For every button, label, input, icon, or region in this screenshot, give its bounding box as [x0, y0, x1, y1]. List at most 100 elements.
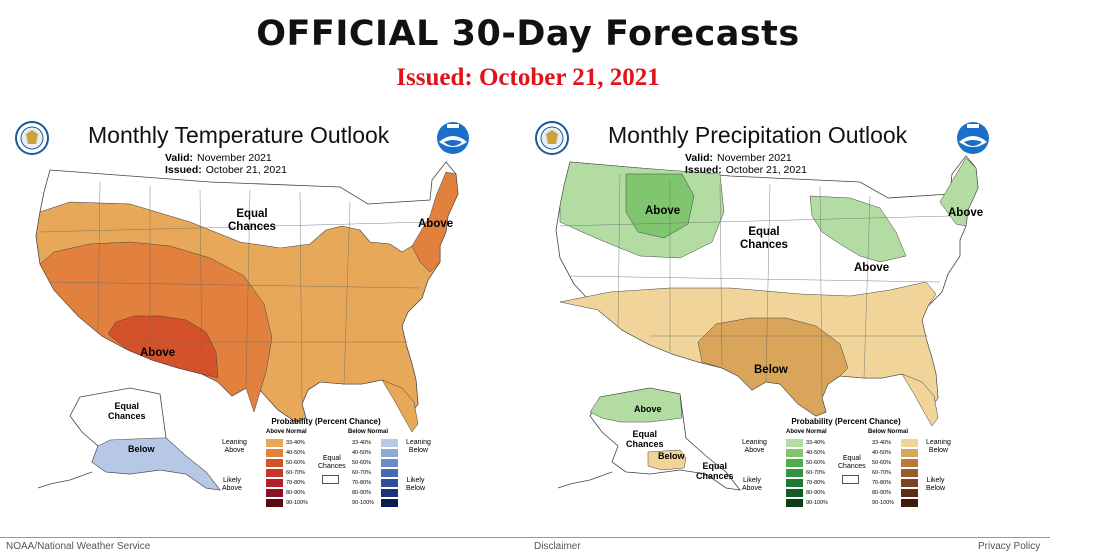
swatch-below-4: [381, 469, 398, 477]
legend-range-above-3: 50-60%: [286, 460, 305, 466]
legend-range-above-6: 80-90%: [286, 490, 305, 496]
swatch-above-3: [266, 459, 283, 467]
precipitation-legend: Probability (Percent Chance) Above Norma…: [742, 417, 1006, 525]
legend-above-header: Above Normal: [786, 429, 827, 435]
noaa-logo-icon: [437, 122, 469, 154]
legend-title: Probability (Percent Chance): [271, 417, 381, 426]
legend-range-below-5: 70-80%: [872, 480, 891, 486]
precipitation-valid: Valid: November 2021: [685, 152, 792, 164]
legend-equal-chances: Equal Chances: [838, 455, 866, 470]
legend-range-below-3: 50-60%: [872, 460, 891, 466]
doc-seal-icon: [15, 121, 49, 155]
legend-range-above-4: 60-70%: [286, 470, 305, 476]
label-equal-chances-center: Equal Chances: [740, 226, 788, 251]
label-above-new-england: Above: [948, 207, 984, 219]
swatch-below-4: [901, 469, 918, 477]
legend-range-above-5: 70-80%: [806, 480, 825, 486]
legend-range-below-2: 40-50%: [872, 450, 891, 456]
legend-range-above-1: 33-40%: [286, 440, 305, 446]
label-below-south: Below: [754, 364, 788, 376]
legend-leaning-above: Leaning Above: [742, 439, 767, 454]
legend-range-above-3: 50-60%: [806, 460, 825, 466]
label-equal-chances-north: Equal Chances: [228, 208, 276, 233]
legend-equal-box: [842, 475, 859, 484]
swatch-below-3: [901, 459, 918, 467]
swatch-above-2: [266, 449, 283, 457]
swatch-below-5: [381, 479, 398, 487]
temperature-title: Monthly Temperature Outlook: [88, 122, 390, 148]
legend-equal-chances: Equal Chances: [318, 455, 346, 470]
temperature-issued: Issued: October 21, 2021: [165, 164, 287, 176]
swatch-above-6: [786, 489, 803, 497]
state-lines: [559, 173, 951, 397]
swatch-above-7: [786, 499, 803, 507]
footer-nws-link[interactable]: NOAA/National Weather Service: [6, 541, 151, 552]
legend-range-below-6: 80-90%: [872, 490, 891, 496]
label-above-northwest: Above: [645, 205, 681, 217]
issued-date: Issued: October 21, 2021: [396, 64, 660, 91]
legend-range-above-6: 80-90%: [806, 490, 825, 496]
legend-range-below-2: 40-50%: [352, 450, 371, 456]
legend-range-below-7: 90-100%: [872, 500, 895, 506]
legend-range-below-1: 33-40%: [352, 440, 371, 446]
legend-range-above-5: 70-80%: [286, 480, 305, 486]
legend-above-header: Above Normal: [266, 429, 307, 435]
swatch-above-7: [266, 499, 283, 507]
legend-likely-below: Likely Below: [926, 477, 946, 492]
legend-below-header: Below Normal: [868, 429, 909, 435]
label-equal-chances-alaska: Equal Chances: [626, 429, 664, 449]
swatch-above-5: [266, 479, 283, 487]
legend-likely-above: Likely Above: [222, 477, 242, 492]
swatch-below-7: [901, 499, 918, 507]
swatch-below-2: [381, 449, 398, 457]
swatch-above-2: [786, 449, 803, 457]
legend-likely-above: Likely Above: [742, 477, 762, 492]
label-equal-chances-alaska: Equal Chances: [108, 401, 146, 421]
label-above-southwest: Above: [140, 347, 176, 359]
swatch-above-5: [786, 479, 803, 487]
swatch-below-1: [901, 439, 918, 447]
swatch-below-6: [901, 489, 918, 497]
footer-privacy-link[interactable]: Privacy Policy: [978, 541, 1041, 552]
swatch-below-1: [381, 439, 398, 447]
swatch-below-7: [381, 499, 398, 507]
legend-range-below-4: 60-70%: [352, 470, 371, 476]
temperature-map: [15, 121, 469, 491]
legend-range-below-5: 70-80%: [352, 480, 371, 486]
precipitation-outlook-panel: Monthly Precipitation Outlook Valid: Nove…: [530, 112, 1050, 527]
label-above-great-lakes: Above: [854, 262, 890, 274]
label-below-alaska-south: Below: [658, 451, 685, 461]
footer-disclaimer-link[interactable]: Disclaimer: [534, 541, 581, 552]
swatch-above-6: [266, 489, 283, 497]
legend-leaning-above: Leaning Above: [222, 439, 247, 454]
legend-range-below-1: 33-40%: [872, 440, 891, 446]
label-above-alaska: Above: [634, 404, 662, 414]
page-title: OFFICIAL 30-Day Forecasts: [256, 14, 800, 54]
swatch-above-4: [266, 469, 283, 477]
legend-leaning-below: Leaning Below: [926, 439, 951, 454]
footer-divider: [0, 537, 1050, 538]
precipitation-issued: Issued: October 21, 2021: [685, 164, 807, 176]
swatch-below-5: [901, 479, 918, 487]
swatch-below-6: [381, 489, 398, 497]
legend-range-below-3: 50-60%: [352, 460, 371, 466]
legend-range-below-4: 60-70%: [872, 470, 891, 476]
legend-range-above-7: 90-100%: [286, 500, 309, 506]
legend-title: Probability (Percent Chance): [791, 417, 901, 426]
temperature-valid: Valid: November 2021: [165, 152, 272, 164]
precipitation-map: [535, 121, 989, 491]
label-equal-chances-aleutians: Equal Chances: [696, 461, 734, 481]
legend-range-above-1: 33-40%: [806, 440, 825, 446]
swatch-below-2: [901, 449, 918, 457]
legend-range-above-2: 40-50%: [286, 450, 305, 456]
legend-range-above-7: 90-100%: [806, 500, 829, 506]
legend-likely-below: Likely Below: [406, 477, 426, 492]
doc-seal-icon: [535, 121, 569, 155]
temperature-legend: Probability (Percent Chance) Above Norma…: [222, 417, 486, 525]
noaa-logo-icon: [957, 122, 989, 154]
legend-below-header: Below Normal: [348, 429, 389, 435]
legend-range-below-7: 90-100%: [352, 500, 375, 506]
swatch-above-3: [786, 459, 803, 467]
swatch-above-4: [786, 469, 803, 477]
temperature-outlook-panel: Monthly Temperature Outlook Valid: Novemb…: [10, 112, 530, 527]
